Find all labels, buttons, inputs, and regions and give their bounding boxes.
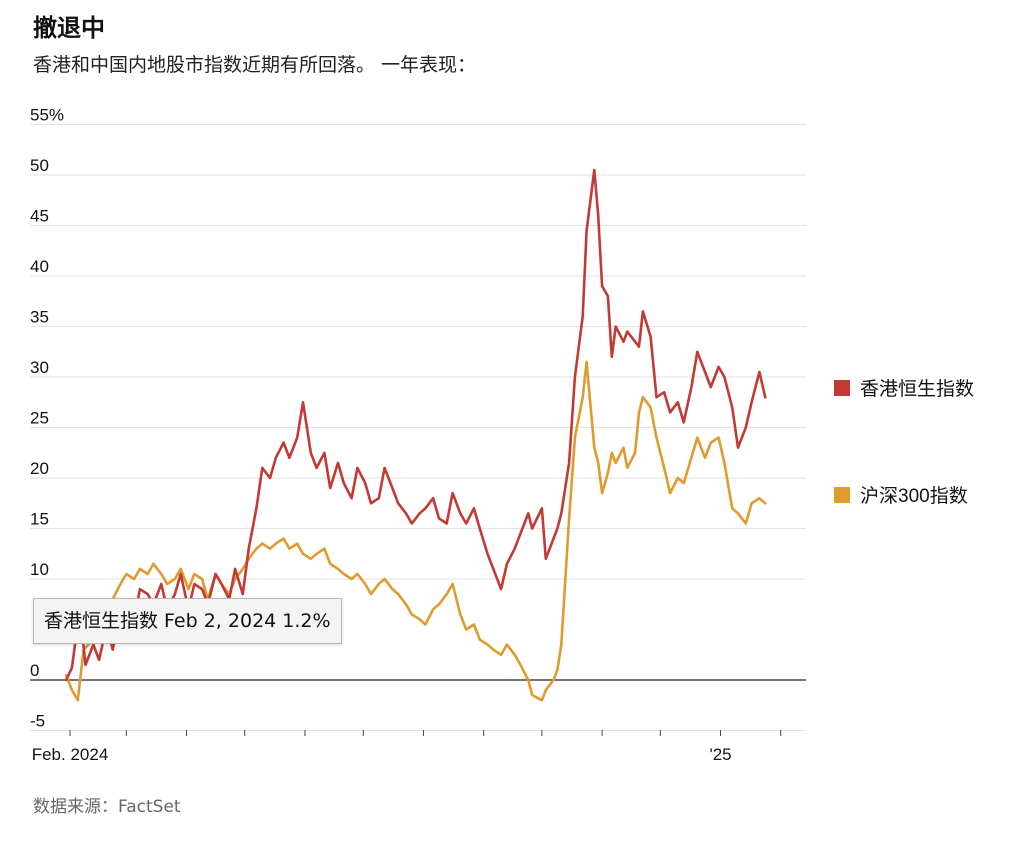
y-tick-label: 25 xyxy=(30,409,49,428)
legend-swatch xyxy=(834,487,850,503)
x-axis: Feb. 2024 '25 xyxy=(32,730,782,764)
y-axis-labels: 55% 50 45 40 35 30 25 20 15 10 0 -5 xyxy=(30,106,64,731)
y-tick-label: 40 xyxy=(30,257,49,276)
y-tick-label: 0 xyxy=(30,661,39,680)
y-tick-label: 30 xyxy=(30,358,49,377)
chart-title: 撤退中 xyxy=(33,14,105,42)
y-tick-label: 50 xyxy=(30,156,49,175)
y-tick-label: 55% xyxy=(30,106,64,125)
chart-subtitle: 香港和中国内地股市指数近期有所回落。 一年表现： xyxy=(33,54,477,76)
y-tick-label: 20 xyxy=(30,459,49,478)
series-line xyxy=(64,360,767,702)
y-tick-label: 45 xyxy=(30,207,49,226)
legend-label: 沪深300指数 xyxy=(860,485,968,507)
source-note: 数据来源：FactSet xyxy=(33,797,181,817)
x-tick-label: '25 xyxy=(709,745,731,764)
y-tick-label: 15 xyxy=(30,510,49,529)
legend-label: 香港恒生指数 xyxy=(860,378,974,400)
hover-tooltip: 香港恒生指数 Feb 2, 2024 1.2% xyxy=(33,598,342,644)
y-tick-label: -5 xyxy=(30,712,45,731)
legend-swatch xyxy=(834,380,850,396)
y-tick-label: 10 xyxy=(30,560,49,579)
y-tick-label: 35 xyxy=(30,308,49,327)
x-tick-label: Feb. 2024 xyxy=(32,745,109,764)
